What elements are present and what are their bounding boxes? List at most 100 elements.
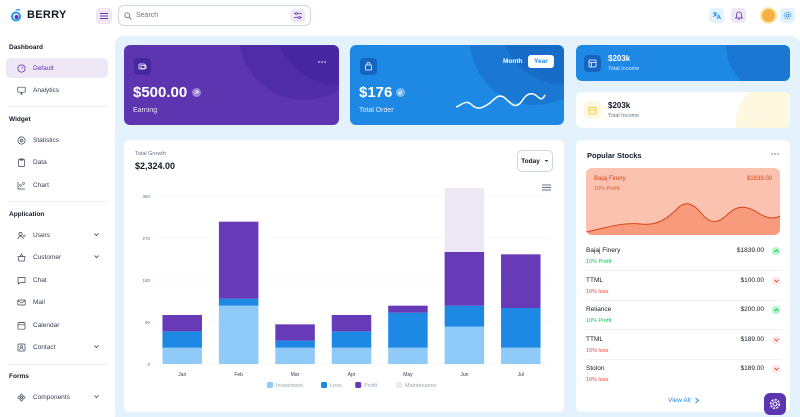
- legend-label-maintenance[interactable]: Maintenance: [405, 383, 437, 389]
- bar-profit-jan[interactable]: [162, 315, 202, 332]
- sidebar-section-forms: Forms: [9, 373, 29, 380]
- arrow-up-right-icon: [192, 88, 201, 97]
- x-tick-label: Jul: [518, 372, 524, 378]
- mail-icon: [17, 298, 26, 307]
- trend-down-icon: [772, 276, 780, 285]
- card-decor: [726, 45, 790, 81]
- trend-down-icon: [772, 365, 780, 373]
- stock-row-divider: [586, 299, 782, 301]
- sidebar-section-widget: Widget: [9, 116, 31, 123]
- toggle-month[interactable]: Month: [503, 58, 523, 65]
- bar-profit-apr[interactable]: [331, 315, 372, 332]
- customize-settings-button[interactable]: [764, 393, 786, 415]
- featured-stock: Bajaj Finery 10% Profit $1839.00: [586, 168, 780, 235]
- stock-row[interactable]: Reliance 10% Profit $200.00: [586, 306, 782, 336]
- bar-loss-feb[interactable]: [218, 298, 259, 306]
- search-input[interactable]: [136, 12, 276, 19]
- bar-profit-feb[interactable]: [218, 221, 259, 299]
- bar-loss-jul[interactable]: [501, 308, 541, 348]
- bar-profit-jun[interactable]: [444, 252, 485, 306]
- bar-investment-feb[interactable]: [218, 305, 259, 364]
- stock-change: 10% Profit: [586, 259, 612, 265]
- stock-name: Bajaj Finery: [586, 247, 621, 254]
- view-all-button[interactable]: View All: [668, 397, 700, 404]
- menu-toggle-button[interactable]: [96, 8, 112, 24]
- stock-row[interactable]: Stolon 10% loss $189.00: [586, 365, 782, 395]
- bar-profit-jul[interactable]: [501, 254, 541, 308]
- bar-loss-apr[interactable]: [331, 331, 372, 348]
- toggle-year[interactable]: Year: [528, 55, 554, 68]
- sidebar-item-mail[interactable]: Mail: [6, 292, 108, 312]
- period-select[interactable]: Today: [517, 150, 553, 172]
- growth-bar-chart: 0 90 180 270 360 Jan Feb Mar Apr May Jun Jul Investm…: [142, 188, 549, 389]
- bar-loss-mar[interactable]: [275, 340, 315, 348]
- stock-row[interactable]: TTML 10% loss $100.00: [586, 276, 782, 307]
- legend-label-loss[interactable]: Loss: [330, 383, 342, 389]
- bar-investment-jan[interactable]: [162, 347, 202, 364]
- sidebar-item-analytics[interactable]: Analytics: [6, 80, 108, 100]
- stock-row[interactable]: Bajaj Finery 10% Profit $1839.00: [586, 247, 782, 277]
- sidebar-item-calendar[interactable]: Calendar: [6, 315, 108, 335]
- chart-menu-icon[interactable]: [542, 184, 551, 191]
- legend-swatch-loss[interactable]: [321, 382, 327, 388]
- message-icon: [17, 276, 26, 285]
- shopping-bag-icon: [365, 62, 372, 71]
- order-icon-box: [360, 58, 377, 75]
- profile-settings-button[interactable]: [780, 8, 795, 23]
- y-tick-label: 90: [145, 320, 151, 325]
- sidebar-item-label: Customer: [33, 253, 62, 261]
- legend-swatch-profit[interactable]: [355, 382, 362, 388]
- contact-icon: [17, 343, 26, 352]
- stock-name: TTML: [586, 335, 603, 343]
- stock-row[interactable]: TTML 10% loss $189.00: [586, 335, 782, 366]
- bar-investment-apr[interactable]: [331, 347, 372, 364]
- sidebar-item-chat[interactable]: Chat: [6, 270, 108, 290]
- bar-investment-mar[interactable]: [275, 347, 315, 364]
- bar-loss-jan[interactable]: [162, 331, 202, 348]
- bar-maintenance-jun[interactable]: [444, 188, 485, 252]
- trend-up-icon: [772, 306, 780, 314]
- earning-more-button[interactable]: [314, 55, 329, 69]
- trend-up-icon: [772, 247, 780, 255]
- bar-investment-jun[interactable]: [444, 326, 485, 364]
- legend-swatch-investment[interactable]: [267, 382, 273, 388]
- chevron-down-icon: [94, 345, 99, 349]
- stocks-more-icon[interactable]: [771, 153, 779, 155]
- user-avatar[interactable]: [760, 7, 777, 24]
- building-store-icon: [588, 107, 597, 115]
- sidebar-item-chart[interactable]: Chart: [6, 175, 108, 195]
- sidebar-item-components[interactable]: Components: [6, 387, 108, 407]
- bar-investment-jul[interactable]: [501, 347, 541, 364]
- stock-row-divider: [586, 329, 782, 330]
- user-check-icon: [17, 231, 26, 240]
- featured-stock-name: Bajaj Finery: [594, 176, 626, 182]
- legend-label-investment[interactable]: Investment: [276, 383, 303, 389]
- bar-loss-may[interactable]: [388, 312, 428, 348]
- earning-value: $500.00: [133, 84, 188, 101]
- legend-label-profit[interactable]: Profit: [364, 383, 377, 389]
- sidebar-item-users[interactable]: Users: [6, 225, 108, 245]
- sidebar-item-customer[interactable]: Customer: [6, 247, 108, 267]
- device-analytics-icon: [17, 86, 26, 95]
- income-icon-box: [584, 102, 601, 119]
- legend-swatch-maintenance[interactable]: [396, 382, 402, 388]
- bar-investment-may[interactable]: [388, 347, 428, 364]
- search-filter-button[interactable]: [291, 9, 305, 22]
- logo[interactable]: BERRY: [10, 8, 67, 22]
- sidebar-item-contact[interactable]: Contact: [6, 337, 108, 357]
- sidebar-item-default[interactable]: Default: [6, 58, 108, 78]
- sidebar-item-data[interactable]: Data: [6, 152, 108, 172]
- bar-loss-jun[interactable]: [444, 305, 485, 327]
- sidebar-item-statistics[interactable]: Statistics: [6, 130, 108, 150]
- total-income-card-light: $203k Total Income: [576, 92, 790, 128]
- income-value: $203k: [608, 101, 631, 110]
- sidebar-item-label: Components: [33, 393, 70, 401]
- language-button[interactable]: [709, 8, 724, 23]
- order-sparkline: [455, 93, 546, 109]
- featured-stock-area-chart: [586, 203, 780, 235]
- notifications-button[interactable]: [731, 8, 746, 23]
- order-label: Total Order: [359, 107, 394, 114]
- bar-profit-mar[interactable]: [275, 324, 315, 341]
- bar-profit-may[interactable]: [388, 305, 428, 313]
- growth-total: $2,324.00: [135, 161, 176, 171]
